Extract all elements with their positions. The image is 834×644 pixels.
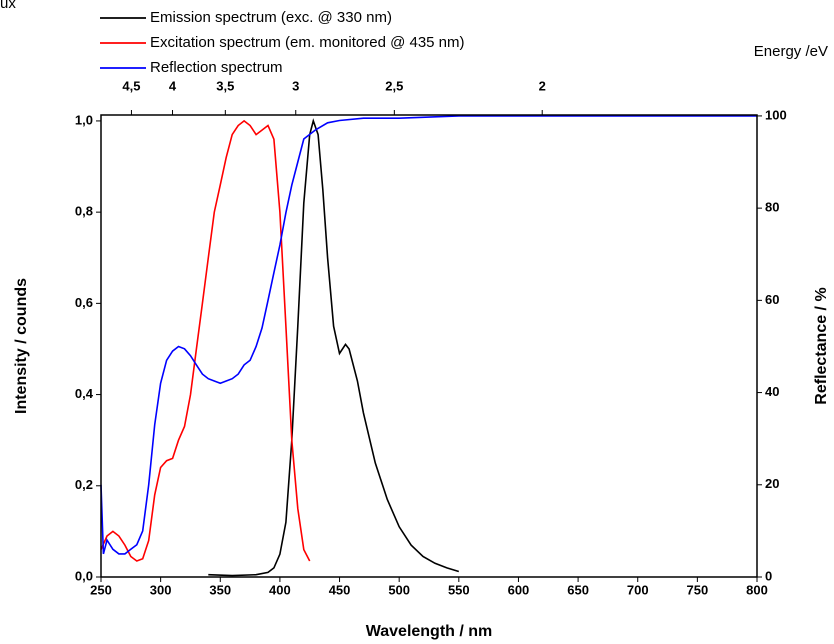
y-tick-label: 1,0	[75, 112, 93, 127]
y-tick-label: 0,0	[75, 568, 93, 583]
y2-tick-label: 100	[765, 107, 787, 122]
x-tick-label: 650	[567, 582, 589, 597]
y-axis-label: Intensity / counds	[13, 278, 30, 414]
x2-tick-label: 4	[169, 78, 177, 93]
x-tick-label: 750	[687, 582, 709, 597]
y2-tick-label: 80	[765, 200, 779, 215]
x2-tick-label: 2,5	[385, 78, 403, 93]
x-tick-label: 500	[388, 582, 410, 597]
x-tick-label: 700	[627, 582, 649, 597]
x-tick-label: 300	[150, 582, 172, 597]
y-tick-label: 0,2	[75, 477, 93, 492]
x2-tick-label: 3,5	[216, 78, 234, 93]
x-tick-label: 400	[269, 582, 291, 597]
corner-text: ux	[0, 0, 16, 12]
x2-axis-label: Energy /eV	[754, 43, 828, 60]
y-tick-label: 0,8	[75, 204, 93, 219]
y2-tick-label: 40	[765, 384, 779, 399]
y2-tick-label: 20	[765, 476, 779, 491]
x-tick-label: 350	[209, 582, 231, 597]
x-tick-label: 550	[448, 582, 470, 597]
x2-tick-label: 2	[539, 78, 546, 93]
legend-label: Emission spectrum (exc. @ 330 nm)	[150, 9, 392, 26]
series-line	[100, 115, 757, 555]
y2-tick-label: 60	[765, 292, 779, 307]
y-tick-label: 0,6	[75, 295, 93, 310]
legend-label: Reflection spectrum	[150, 59, 283, 76]
x-tick-label: 800	[746, 582, 768, 597]
series-line	[100, 119, 311, 562]
x2-tick-label: 4,5	[122, 78, 140, 93]
plot-frame	[100, 114, 758, 578]
x-axis-label: Wavelength / nm	[366, 623, 493, 640]
y2-axis-label: Reflectance / %	[813, 287, 830, 404]
x2-tick-label: 3	[292, 78, 299, 93]
y-tick-label: 0,4	[75, 386, 94, 401]
legend-label: Excitation spectrum (em. monitored @ 435…	[150, 34, 465, 51]
y2-tick-label: 0	[765, 568, 772, 583]
x-tick-label: 600	[508, 582, 530, 597]
x-tick-label: 250	[90, 582, 112, 597]
series-line	[208, 118, 460, 577]
x-tick-label: 450	[329, 582, 351, 597]
